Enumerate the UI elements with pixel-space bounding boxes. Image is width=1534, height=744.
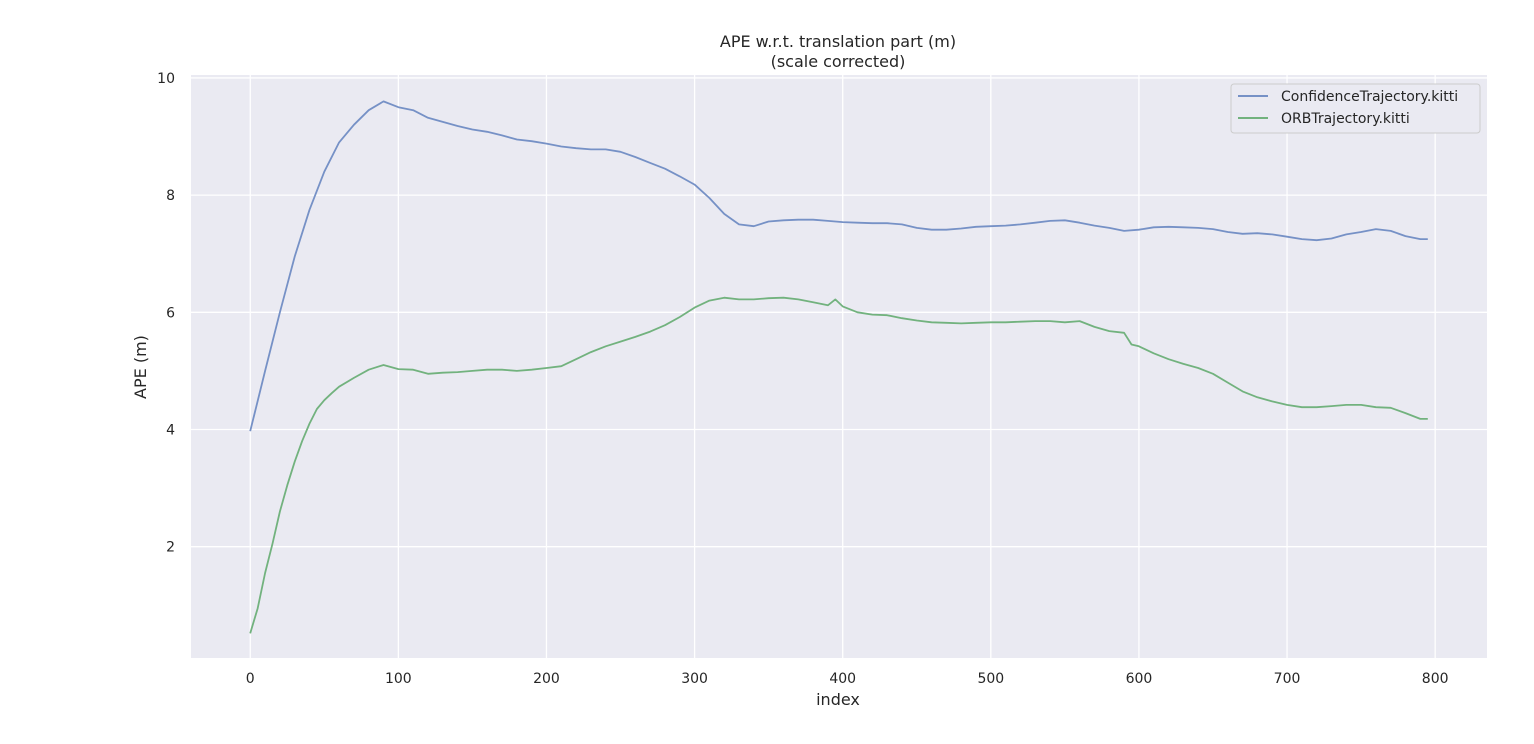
x-tick-labels: 0 100 200 300 400 500 600 700 800 (246, 671, 1449, 687)
x-tick-label: 700 (1274, 671, 1301, 687)
y-axis-label: APE (m) (131, 335, 150, 399)
y-tick-labels: 2 4 6 8 10 (157, 71, 175, 556)
y-tick-label: 4 (166, 422, 175, 438)
x-axis-label: index (816, 690, 860, 709)
y-tick-label: 10 (157, 71, 175, 87)
chart-subtitle: (scale corrected) (771, 52, 906, 71)
legend-label-confidence: ConfidenceTrajectory.kitti (1281, 89, 1458, 105)
series-line-confidence (249, 100, 1428, 432)
y-tick-label: 6 (166, 305, 175, 321)
x-tick-label: 100 (385, 671, 412, 687)
grid (191, 75, 1487, 658)
x-tick-label: 0 (246, 671, 255, 687)
x-tick-label: 200 (533, 671, 560, 687)
legend-box (1230, 83, 1481, 134)
x-tick-label: 800 (1422, 671, 1449, 687)
y-tick-label: 8 (166, 188, 175, 204)
series-line-orb (249, 296, 1428, 634)
y-tick-label: 2 (166, 540, 175, 556)
chart-title: APE w.r.t. translation part (m) (720, 32, 956, 51)
legend-label-orb: ORBTrajectory.kitti (1281, 111, 1410, 127)
legend: ConfidenceTrajectory.kitti ORBTrajectory… (1230, 83, 1481, 134)
x-tick-label: 400 (829, 671, 856, 687)
x-tick-label: 600 (1126, 671, 1153, 687)
series-group (249, 100, 1428, 634)
plot-background (191, 75, 1487, 658)
x-tick-label: 300 (681, 671, 708, 687)
x-tick-label: 500 (977, 671, 1004, 687)
